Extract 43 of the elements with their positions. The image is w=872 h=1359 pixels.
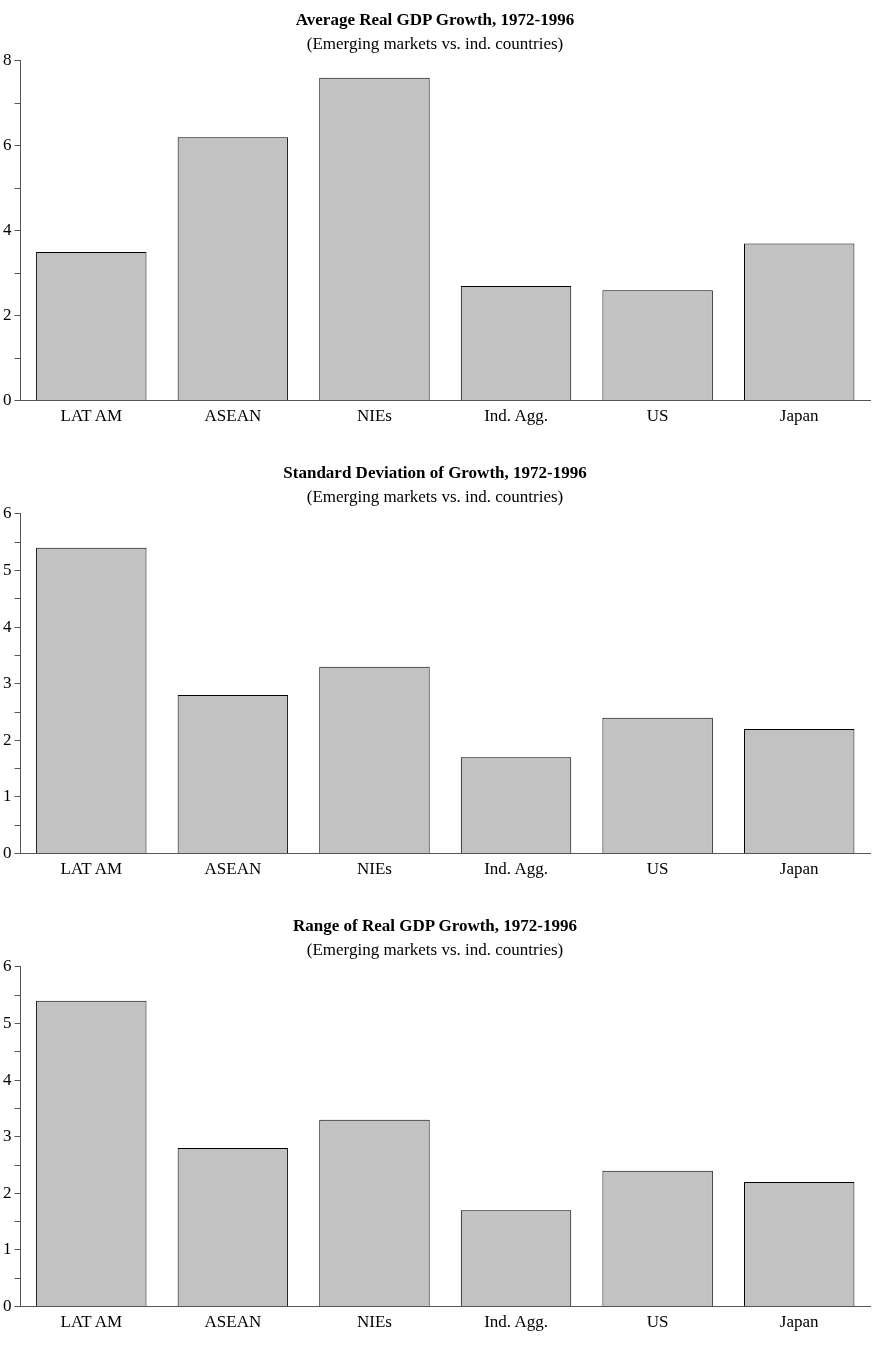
x-tick-label: Ind. Agg. xyxy=(484,406,548,426)
x-tick-label: Japan xyxy=(779,406,820,426)
chart-title: Range of Real GDP Growth, 1972-1996 xyxy=(293,915,577,935)
y-tick-label: 0 xyxy=(3,390,12,410)
y-tick-label: 8 xyxy=(3,50,12,70)
y-tick-label: 0 xyxy=(3,843,12,863)
x-tick-label: Ind. Agg. xyxy=(484,1312,548,1332)
x-tick-label: LAT AM xyxy=(60,1312,123,1332)
x-tick-label: US xyxy=(646,406,669,426)
y-tick-label: 2 xyxy=(3,305,12,325)
x-tick-label: NIEs xyxy=(356,406,392,426)
y-tick-label: 2 xyxy=(3,729,12,749)
y-tick-label: 3 xyxy=(3,673,12,693)
y-tick-label: 6 xyxy=(3,956,12,976)
y-tick-label: 0 xyxy=(3,1296,12,1316)
x-tick-label: NIEs xyxy=(356,859,392,879)
y-tick-label: 1 xyxy=(3,1239,12,1259)
x-tick-label: US xyxy=(646,859,669,879)
x-tick-label: Japan xyxy=(779,1312,820,1332)
y-tick-label: 6 xyxy=(3,503,12,523)
chart-subtitle: (Emerging markets vs. ind. countries) xyxy=(306,940,564,960)
y-tick-label: 6 xyxy=(3,135,12,155)
y-tick-label: 3 xyxy=(3,1126,12,1146)
y-tick-label: 4 xyxy=(3,616,12,636)
chart-subtitle: (Emerging markets vs. ind. countries) xyxy=(306,487,564,507)
x-tick-label: ASEAN xyxy=(204,1312,262,1332)
y-tick-label: 2 xyxy=(3,1182,12,1202)
chart-subtitle: (Emerging markets vs. ind. countries) xyxy=(306,34,564,54)
x-tick-label: Japan xyxy=(779,859,820,879)
chart-title: Standard Deviation of Growth, 1972-1996 xyxy=(283,462,587,482)
x-tick-label: ASEAN xyxy=(204,859,262,879)
x-tick-label: ASEAN xyxy=(204,406,262,426)
x-tick-label: LAT AM xyxy=(60,406,123,426)
y-tick-label: 1 xyxy=(3,786,12,806)
y-tick-label: 5 xyxy=(3,559,12,579)
y-tick-label: 4 xyxy=(3,1069,12,1089)
x-tick-label: US xyxy=(646,1312,669,1332)
y-tick-label: 4 xyxy=(3,220,12,240)
x-tick-label: LAT AM xyxy=(60,859,123,879)
x-tick-label: Ind. Agg. xyxy=(484,859,548,879)
chart-title: Average Real GDP Growth, 1972-1996 xyxy=(295,9,575,29)
y-tick-label: 5 xyxy=(3,1012,12,1032)
x-tick-label: NIEs xyxy=(356,1312,392,1332)
